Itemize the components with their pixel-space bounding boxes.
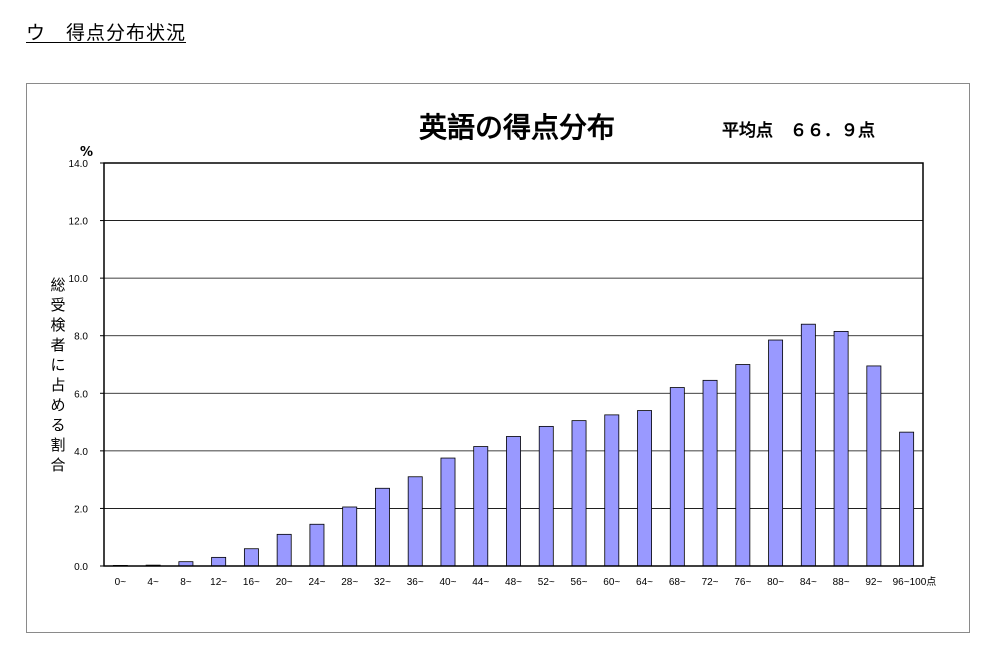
average-score-label: 平均点 ６６．９点 [722, 120, 875, 141]
bar [899, 431, 915, 567]
bar [571, 420, 587, 567]
x-tick-label: 40~ [439, 577, 456, 588]
y-tick-label: 2.0 [74, 504, 88, 515]
bar [800, 323, 816, 567]
x-tick-label: 80~ [767, 577, 784, 588]
y-unit-label: % [80, 145, 93, 160]
bar [309, 523, 325, 567]
bar [407, 476, 423, 567]
x-tick-label: 76~ [734, 577, 751, 588]
x-tick-label: 24~ [308, 577, 325, 588]
x-tick-label: 60~ [603, 577, 620, 588]
x-tick-label: 44~ [472, 577, 489, 588]
x-tick-label: 72~ [702, 577, 719, 588]
x-tick-label: 52~ [538, 577, 555, 588]
bar [243, 548, 259, 567]
y-tick-label: 6.0 [74, 389, 88, 400]
y-axis-title-char: 占 [50, 376, 65, 394]
x-tick-label: 32~ [374, 577, 391, 588]
bar [342, 506, 358, 567]
x-tick-label: 36~ [407, 577, 424, 588]
y-axis-title-char: 割 [50, 436, 65, 454]
bar [375, 487, 390, 567]
x-tick-label: 92~ [865, 577, 882, 588]
chart-frame [26, 83, 970, 633]
bar [669, 387, 685, 567]
y-tick-label: 8.0 [74, 332, 88, 343]
bar [473, 446, 489, 567]
y-tick-label: 4.0 [74, 447, 88, 458]
y-tick-label: 0.0 [74, 562, 88, 573]
y-axis-title-char: る [50, 416, 65, 434]
bar [538, 425, 554, 567]
x-tick-label: 28~ [341, 577, 358, 588]
y-axis-title-char: 者 [50, 336, 65, 354]
x-tick-label: 84~ [800, 577, 817, 588]
y-axis-title-char: 受 [50, 296, 65, 314]
bar [833, 330, 849, 567]
bar [768, 339, 784, 567]
bar [702, 379, 718, 567]
y-axis-title-char: 総 [50, 276, 65, 294]
x-tick-label: 20~ [276, 577, 293, 588]
y-axis-title-char: 合 [50, 456, 65, 474]
x-tick-label: 88~ [833, 577, 850, 588]
x-tick-label: 8~ [180, 577, 192, 588]
bar [637, 410, 652, 567]
section-heading: ウ 得点分布状況 [26, 22, 187, 44]
x-tick-label: 48~ [505, 577, 522, 588]
y-axis-ticks: 0.0 2.0 4.0 6.0 8.0 10.0 12.0 14.0 [69, 159, 104, 573]
bar [276, 533, 292, 567]
y-axis-title-char: 検 [50, 316, 65, 334]
y-tick-label: 12.0 [69, 217, 89, 228]
x-tick-label: 0~ [115, 577, 127, 588]
bar [735, 364, 751, 567]
y-axis-title-char: に [50, 356, 65, 374]
bars [112, 323, 915, 567]
bar [506, 436, 521, 567]
x-axis-ticks: 0~ 4~ 8~ 12~ 16~ 20~ 24~ 28~ 32~ 36~ 40~ 44~ 48~ 52~ 5… [115, 576, 937, 588]
x-tick-label: 16~ [243, 577, 260, 588]
bar [604, 414, 620, 567]
x-tick-label: 4~ [147, 577, 159, 588]
x-tick-label: 68~ [669, 577, 686, 588]
bar [866, 365, 882, 567]
chart-title: 英語の得点分布 [419, 111, 615, 144]
plot-area-border [103, 162, 924, 567]
x-tick-label: 56~ [571, 577, 588, 588]
bar [211, 556, 227, 567]
x-tick-label: 64~ [636, 577, 653, 588]
bar [440, 457, 456, 567]
y-tick-label: 10.0 [69, 274, 89, 285]
y-axis-title-char: め [50, 396, 65, 414]
x-tick-label: 12~ [210, 577, 227, 588]
x-tick-label: 96~100点 [893, 576, 937, 588]
y-tick-label: 14.0 [69, 159, 89, 170]
